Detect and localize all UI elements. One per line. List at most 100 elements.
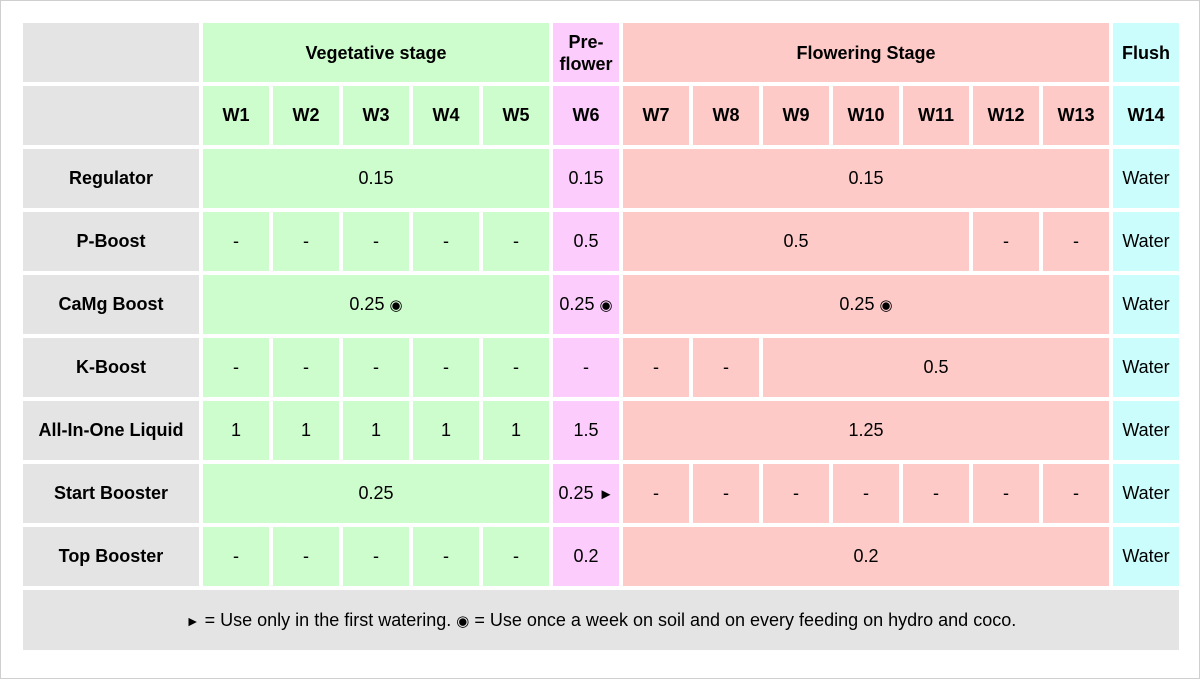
first-watering-triangle-icon: ►	[598, 486, 614, 503]
week-header: W14	[1113, 86, 1179, 145]
dose-value: 0.25	[839, 294, 875, 314]
dose-cell: -	[623, 464, 689, 523]
dose-cell: 0.15	[203, 149, 549, 208]
dose-cell: 0.15	[623, 149, 1109, 208]
dose-cell: 0.25 ◉	[623, 275, 1109, 334]
dose-cell: -	[273, 212, 339, 271]
dose-cell: -	[973, 212, 1039, 271]
dose-cell: 1	[343, 401, 409, 460]
week-header: W12	[973, 86, 1039, 145]
flush-cell: Water	[1113, 527, 1179, 586]
dose-value: 0.25	[349, 294, 385, 314]
dose-cell: -	[693, 464, 759, 523]
product-label: P-Boost	[23, 212, 199, 271]
week-header: W5	[483, 86, 549, 145]
legend-circle-text: = Use once a week on soil and on every f…	[469, 609, 1017, 630]
row-pboost: P-Boost - - - - - 0.5 0.5 - - Water	[23, 212, 1179, 271]
dose-cell: 0.25 ►	[553, 464, 619, 523]
week-header: W10	[833, 86, 899, 145]
flush-cell: Water	[1113, 149, 1179, 208]
dose-cell: -	[413, 212, 479, 271]
dose-cell: -	[483, 212, 549, 271]
dose-cell: 0.5	[553, 212, 619, 271]
dose-cell: -	[693, 338, 759, 397]
dose-cell: 0.25	[203, 464, 549, 523]
flush-cell: Water	[1113, 338, 1179, 397]
dose-cell: -	[413, 527, 479, 586]
legend-note: ► = Use only in the first watering. ◉ = …	[23, 590, 1179, 650]
dose-cell: -	[203, 212, 269, 271]
row-regulator: Regulator 0.15 0.15 0.15 Water	[23, 149, 1179, 208]
week-header: W9	[763, 86, 829, 145]
weekly-circle-icon: ◉	[389, 297, 403, 314]
dose-cell: -	[903, 464, 969, 523]
dose-cell: 1	[203, 401, 269, 460]
product-label: Top Booster	[23, 527, 199, 586]
row-allinone: All-In-One Liquid 1 1 1 1 1 1.5 1.25 Wat…	[23, 401, 1179, 460]
dose-cell: -	[273, 527, 339, 586]
dose-cell: -	[553, 338, 619, 397]
triangle-icon: ►	[185, 612, 200, 629]
row-kboost: K-Boost - - - - - - - - 0.5 Water	[23, 338, 1179, 397]
product-label: K-Boost	[23, 338, 199, 397]
week-header: W6	[553, 86, 619, 145]
stage-header-row: Vegetative stage Pre-flower Flowering St…	[23, 23, 1179, 82]
feeding-chart-table: Vegetative stage Pre-flower Flowering St…	[19, 19, 1183, 654]
dose-cell: -	[483, 338, 549, 397]
weekly-circle-icon: ◉	[599, 297, 613, 314]
flush-cell: Water	[1113, 275, 1179, 334]
legend-triangle-text: = Use only in the first watering.	[199, 609, 457, 630]
stage-flush: Flush	[1113, 23, 1179, 82]
week-header: W3	[343, 86, 409, 145]
flush-cell: Water	[1113, 212, 1179, 271]
product-label: Start Booster	[23, 464, 199, 523]
stage-vegetative: Vegetative stage	[203, 23, 549, 82]
dose-cell: -	[833, 464, 899, 523]
week-header: W8	[693, 86, 759, 145]
dose-cell: -	[343, 212, 409, 271]
week-header: W11	[903, 86, 969, 145]
dose-cell: 1.25	[623, 401, 1109, 460]
dose-cell: -	[763, 464, 829, 523]
dose-cell: -	[343, 338, 409, 397]
dose-cell: -	[623, 338, 689, 397]
dose-cell: -	[203, 527, 269, 586]
dose-cell: -	[273, 338, 339, 397]
weekly-circle-icon: ◉	[879, 297, 893, 314]
corner-cell	[23, 23, 199, 82]
dose-cell: 0.25 ◉	[203, 275, 549, 334]
week-header: W1	[203, 86, 269, 145]
dose-cell: 1	[483, 401, 549, 460]
product-label: All-In-One Liquid	[23, 401, 199, 460]
dose-cell: -	[203, 338, 269, 397]
row-camg: CaMg Boost 0.25 ◉ 0.25 ◉ 0.25 ◉ Water	[23, 275, 1179, 334]
dose-cell: 0.5	[623, 212, 969, 271]
stage-flowering: Flowering Stage	[623, 23, 1109, 82]
dose-cell: 1	[273, 401, 339, 460]
week-header: W4	[413, 86, 479, 145]
dose-cell: 0.5	[763, 338, 1109, 397]
product-label: Regulator	[23, 149, 199, 208]
row-topbooster: Top Booster - - - - - 0.2 0.2 Water	[23, 527, 1179, 586]
week-header: W2	[273, 86, 339, 145]
dose-value: 0.25	[558, 483, 594, 503]
row-startbooster: Start Booster 0.25 0.25 ► - - - - - - - W…	[23, 464, 1179, 523]
dose-cell: -	[973, 464, 1039, 523]
product-label: CaMg Boost	[23, 275, 199, 334]
dose-cell: 0.2	[553, 527, 619, 586]
flush-cell: Water	[1113, 464, 1179, 523]
dose-cell: -	[1043, 212, 1109, 271]
dose-cell: -	[1043, 464, 1109, 523]
dose-cell: -	[413, 338, 479, 397]
week-header-row: W1 W2 W3 W4 W5 W6 W7 W8 W9 W10 W11 W12 W…	[23, 86, 1179, 145]
dose-cell: 1	[413, 401, 479, 460]
circle-icon: ◉	[456, 612, 470, 630]
dose-cell: -	[343, 527, 409, 586]
dose-value: 0.25	[559, 294, 595, 314]
week-header: W7	[623, 86, 689, 145]
dose-cell: 1.5	[553, 401, 619, 460]
week-corner-cell	[23, 86, 199, 145]
dose-cell: 0.25 ◉	[553, 275, 619, 334]
flush-cell: Water	[1113, 401, 1179, 460]
